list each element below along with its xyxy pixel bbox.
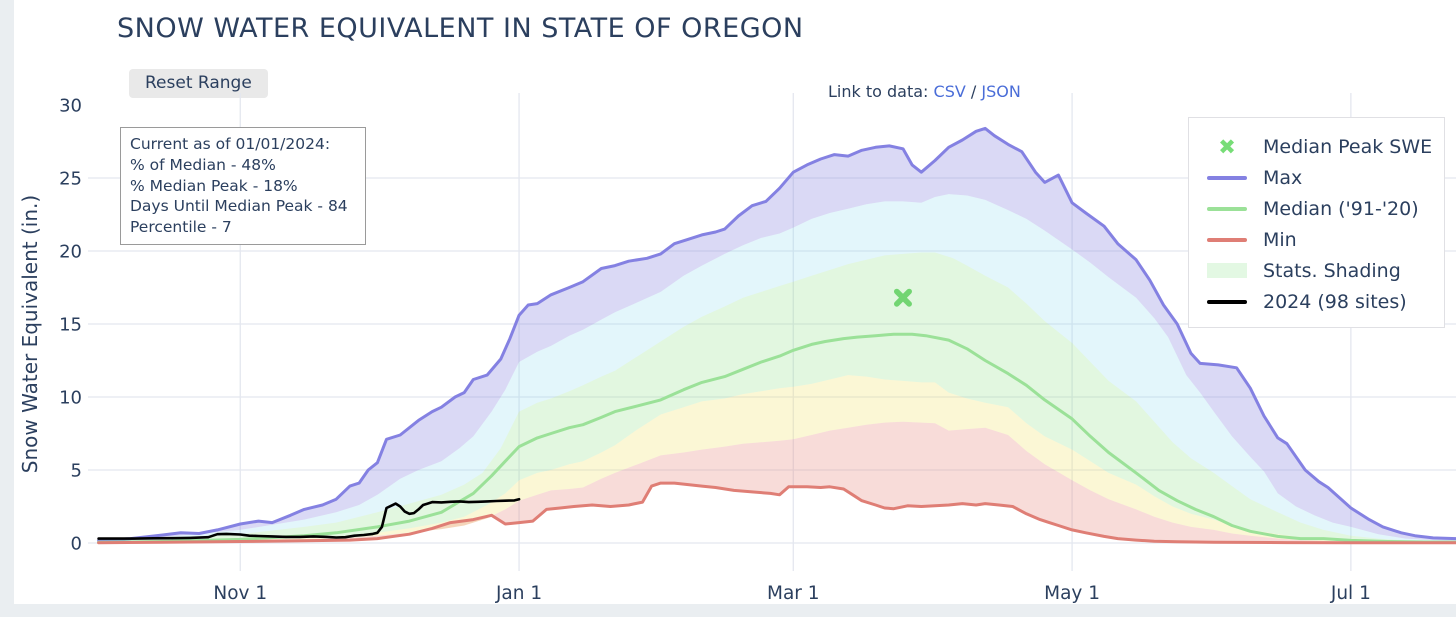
y-tick-label: 5 — [71, 461, 82, 482]
legend-item-min[interactable]: Min — [1205, 224, 1444, 255]
status-line-date: Current as of 01/01/2024: — [130, 135, 331, 153]
legend-label: Median ('91-'20) — [1263, 197, 1419, 220]
legend: ✖ Median Peak SWE Max Median ('91-'20) Min St… — [1188, 117, 1445, 328]
y-tick-label: 25 — [59, 169, 82, 190]
band-p30-to-p10 — [98, 375, 1456, 543]
axis-tick-labels: 0 5 10 15 20 25 30 Nov 1 Jan 1 Mar 1 May 1 Jul 1 — [59, 96, 1371, 605]
legend-label: Max — [1263, 166, 1303, 189]
legend-label: 2024 (98 sites) — [1263, 290, 1407, 313]
legend-item-median-91-20-[interactable]: Median ('91-'20) — [1205, 193, 1444, 224]
line-swatch-icon — [1205, 206, 1249, 211]
status-line-pct-median: % of Median - 48% — [130, 155, 276, 174]
y-tick-label: 10 — [59, 388, 82, 409]
line-swatch-icon — [1205, 299, 1249, 304]
bottom-margin-strip — [0, 604, 1456, 617]
legend-item-median-peak-swe[interactable]: ✖ Median Peak SWE — [1205, 131, 1444, 162]
x-tick-label: Mar 1 — [767, 583, 820, 604]
series-lines — [97, 126, 1456, 545]
left-margin-strip — [0, 0, 14, 617]
series-max[interactable] — [97, 126, 1456, 543]
band-p90-to-p70 — [98, 194, 1456, 542]
stats-shading-bands — [98, 128, 1456, 543]
legend-item-2024-98-sites-[interactable]: 2024 (98 sites) — [1205, 286, 1444, 317]
link-separator: / — [965, 82, 982, 101]
data-links: Link to data: CSV / JSON — [828, 82, 1021, 101]
series-median-91-20-[interactable] — [97, 332, 1456, 544]
x-tick-label: Nov 1 — [213, 583, 267, 604]
line-swatch-icon — [1205, 237, 1249, 242]
legend-label: Min — [1263, 228, 1297, 251]
series-min[interactable] — [97, 481, 1456, 545]
y-tick-label: 30 — [59, 96, 82, 117]
x-tick-label: May 1 — [1044, 583, 1100, 604]
median-peak-swe-marker[interactable] — [893, 288, 912, 307]
band-max-to-p90 — [98, 128, 1456, 542]
legend-item-max[interactable]: Max — [1205, 162, 1444, 193]
y-tick-label: 20 — [59, 242, 82, 263]
status-line-days: Days Until Median Peak - 84 — [130, 197, 348, 216]
csv-link[interactable]: CSV — [933, 82, 966, 101]
x-tick-label: Jan 1 — [495, 583, 542, 604]
shading-swatch-icon — [1205, 263, 1249, 278]
status-line-pct-peak: % Median Peak - 18% — [130, 176, 298, 195]
legend-label: Median Peak SWE — [1263, 135, 1433, 158]
line-swatch-icon — [1205, 175, 1249, 180]
page-title: SNOW WATER EQUIVALENT IN STATE OF OREGON — [117, 13, 804, 44]
y-tick-label: 0 — [71, 534, 82, 555]
band-p10-to-min — [98, 421, 1456, 543]
series-2024-98-sites-[interactable] — [97, 497, 521, 540]
json-link[interactable]: JSON — [981, 82, 1021, 101]
reset-range-button[interactable]: Reset Range — [129, 69, 268, 98]
x-marker-icon: ✖ — [1218, 134, 1236, 159]
current-status-box: Current as of 01/01/2024: % of Median - … — [120, 127, 366, 245]
y-tick-label: 15 — [59, 315, 82, 336]
legend-item-stats-shading[interactable]: Stats. Shading — [1205, 255, 1444, 286]
legend-label: Stats. Shading — [1263, 259, 1401, 282]
data-links-label: Link to data: — [828, 82, 929, 101]
status-line-percentile: Percentile - 7 — [130, 218, 232, 237]
band-p70-to-p30 — [98, 252, 1456, 543]
x-tick-label: Jul 1 — [1330, 583, 1371, 604]
